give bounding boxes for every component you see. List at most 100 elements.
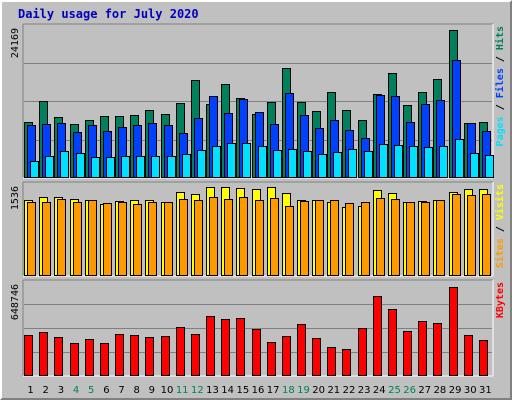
x-tick-label: 21: [327, 385, 340, 396]
y-max-tick-label: 648746: [10, 284, 21, 320]
bar-pages: [106, 157, 115, 178]
x-tick-label: 18: [282, 385, 295, 396]
bar-kbytes: [297, 324, 306, 376]
bar-kbytes: [282, 336, 291, 376]
bar-sites: [482, 194, 491, 276]
legend-entry: /: [495, 98, 506, 116]
bar-pages: [303, 151, 312, 178]
x-tick-label: 22: [343, 385, 356, 396]
bar-pages: [242, 143, 251, 178]
x-tick-label: 27: [418, 385, 431, 396]
x-tick-label: 6: [103, 385, 109, 396]
x-tick-label: 15: [236, 385, 249, 396]
bar-kbytes: [418, 321, 427, 376]
bar-sites: [133, 204, 142, 276]
x-tick-label: 23: [358, 385, 371, 396]
bar-kbytes: [464, 335, 473, 376]
bar-pages: [167, 156, 176, 178]
bar-sites: [255, 200, 264, 276]
bar-pages: [424, 147, 433, 178]
legend-entry: KBytes: [495, 282, 506, 318]
bar-pages: [212, 146, 221, 178]
x-tick-label: 3: [58, 385, 64, 396]
bar-sites: [224, 199, 233, 276]
bar-sites: [270, 198, 279, 276]
bar-sites: [239, 197, 248, 276]
bar-pages: [379, 144, 388, 178]
x-tick-label: 16: [252, 385, 265, 396]
bar-pages: [197, 150, 206, 178]
bar-pages: [60, 151, 69, 178]
bar-sites: [103, 203, 112, 276]
bar-kbytes: [449, 287, 458, 376]
bar-kbytes: [24, 335, 33, 376]
y-max-tick-label: 1536: [10, 186, 21, 210]
bar-pages: [333, 152, 342, 178]
bar-kbytes: [221, 319, 230, 376]
bar-sites: [209, 197, 218, 276]
bar-kbytes: [191, 334, 200, 376]
bar-kbytes: [342, 349, 351, 376]
x-tick-label: 7: [118, 385, 124, 396]
bar-sites: [406, 202, 415, 276]
legend-entry: /: [495, 220, 506, 238]
legend-entry: Visits: [494, 184, 506, 220]
legend-entry: Sites: [494, 238, 506, 268]
chart-title: Daily usage for July 2020: [18, 7, 199, 21]
bar-kbytes: [403, 331, 412, 376]
bar-pages: [455, 139, 464, 178]
x-tick-label: 25: [388, 385, 401, 396]
x-tick-label: 11: [176, 385, 189, 396]
bar-sites: [315, 200, 324, 276]
bar-sites: [330, 200, 339, 276]
bar-pages: [76, 153, 85, 178]
x-tick-label: 4: [73, 385, 79, 396]
x-tick-label: 2: [43, 385, 49, 396]
bar-sites: [88, 200, 97, 276]
bar-kbytes: [176, 327, 185, 376]
bar-sites: [194, 200, 203, 276]
x-tick-label: 24: [373, 385, 386, 396]
bar-sites: [391, 199, 400, 276]
bar-pages: [318, 154, 327, 178]
bar-pages: [258, 146, 267, 178]
bar-pages: [348, 149, 357, 178]
x-tick-label: 30: [464, 385, 477, 396]
x-tick-label: 20: [312, 385, 325, 396]
bar-kbytes: [479, 340, 488, 376]
x-tick-label: 5: [88, 385, 94, 396]
bar-sites: [27, 202, 36, 276]
bar-kbytes: [39, 332, 48, 376]
bar-kbytes: [54, 337, 63, 376]
bar-kbytes: [267, 342, 276, 376]
x-tick-label: 8: [134, 385, 140, 396]
bar-kbytes: [206, 316, 215, 376]
bar-sites: [164, 202, 173, 276]
x-tick-label: 31: [479, 385, 492, 396]
bar-sites: [179, 199, 188, 276]
bar-sites: [285, 206, 294, 276]
bar-sites: [361, 202, 370, 276]
bar-kbytes: [236, 318, 245, 376]
bar-pages: [288, 149, 297, 178]
bar-sites: [452, 194, 461, 276]
bar-kbytes: [100, 343, 109, 376]
bar-kbytes: [115, 334, 124, 376]
bar-sites: [467, 195, 476, 276]
bar-sites: [421, 202, 430, 276]
x-tick-label: 13: [206, 385, 219, 396]
bar-sites: [118, 202, 127, 276]
legend-visits-sites: Sites / Visits: [494, 184, 506, 268]
bar-pages: [439, 146, 448, 178]
x-tick-label: 14: [221, 385, 234, 396]
bar-pages: [485, 155, 494, 178]
bar-pages: [182, 154, 191, 178]
y-max-tick-label: 24169: [10, 28, 21, 58]
x-tick-label: 28: [434, 385, 447, 396]
bar-sites: [42, 202, 51, 276]
bar-kbytes: [252, 329, 261, 376]
bar-pages: [30, 161, 39, 178]
bar-kbytes: [161, 336, 170, 376]
bar-pages: [470, 153, 479, 178]
